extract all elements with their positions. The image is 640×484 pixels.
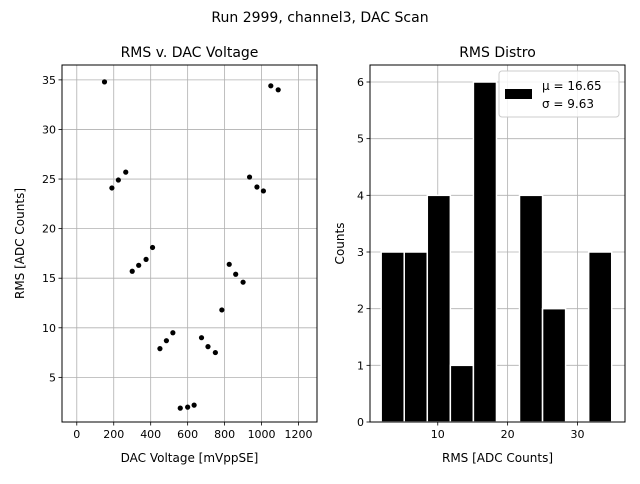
scatter-point [275,87,281,93]
scatter-ytick-label: 20 [42,223,56,236]
scatter-point [143,256,149,262]
histogram-bar [403,251,429,423]
scatter-point [198,335,205,341]
histogram-plot: RMS Distro 10 20 30 0 1 2 3 4 5 6 RMS [ADC Counts… [333,45,626,465]
scatter-ytick-label: 15 [42,272,56,285]
histogram-xtick-label: 30 [570,428,584,441]
figure-suptitle: Run 2999, channel3, DAC Scan [211,10,428,26]
histogram-xlabel: RMS [ADC Counts] [442,451,553,465]
histogram-ytick-label: 0 [357,416,364,429]
scatter-ylabel: RMS [ADC Counts] [13,188,27,299]
scatter-ticks: 0 200 400 600 800 1000 1200 5 10 15 20 25 30 35 [42,74,313,441]
histogram-ticks: 10 20 30 0 1 2 3 4 5 6 [357,76,584,441]
scatter-point [212,349,218,356]
legend-swatch [505,89,532,99]
scatter-ytick-label: 30 [42,123,56,136]
scatter-point [170,330,176,336]
scatter-points [101,79,281,411]
scatter-grid [62,65,317,422]
histogram-bar [426,194,452,423]
legend-box [498,70,620,118]
histogram-bar [518,194,544,423]
scatter-xtick-label: 400 [140,428,161,441]
histogram-bar [449,364,475,423]
scatter-point [205,344,211,350]
scatter-point [157,346,163,352]
scatter-point [163,338,170,344]
scatter-point [109,185,115,191]
histogram-xtick-label: 20 [501,428,515,441]
scatter-plot: RMS v. DAC Voltage 0 200 400 600 800 1000 1200… [13,45,318,465]
legend-sigma: σ = 9.63 [542,97,594,111]
scatter-ytick-label: 25 [42,173,56,186]
histogram-axes-frame [369,64,626,423]
scatter-title: RMS v. DAC Voltage [121,45,259,61]
histogram-xtick-label: 10 [431,428,445,441]
histogram-ytick-label: 1 [357,359,364,372]
scatter-ytick-label: 35 [42,74,56,87]
scatter-point [219,307,225,313]
scatter-point [226,261,232,267]
scatter-point [115,177,121,183]
scatter-point [260,188,267,194]
scatter-point [191,402,197,408]
histogram-ytick-label: 4 [357,189,364,202]
scatter-point [246,174,253,180]
histogram-ytick-label: 6 [357,76,364,89]
scatter-point [177,405,183,411]
scatter-point [268,83,274,89]
scatter-xtick-label: 200 [103,428,124,441]
scatter-xtick-label: 600 [177,428,198,441]
scatter-xlabel: DAC Voltage [mVppSE] [121,451,259,465]
scatter-point [129,268,135,274]
scatter-xtick-label: 1000 [248,428,276,441]
legend-mu: μ = 16.65 [542,79,602,93]
scatter-point [136,262,142,268]
histogram-title: RMS Distro [459,45,536,61]
scatter-point [233,271,239,277]
scatter-xtick-label: 0 [73,428,80,441]
scatter-axes-frame [61,64,318,423]
scatter-xtick-label: 800 [214,428,235,441]
scatter-ytick-label: 10 [42,322,56,335]
scatter-point [123,169,129,175]
histogram-ytick-label: 5 [357,133,364,146]
histogram-legend: μ = 16.65 σ = 9.63 [498,70,620,118]
histogram-ytick-label: 2 [357,303,364,316]
histogram-bar [472,81,498,423]
histogram-bars [380,81,613,423]
histogram-bar [541,307,567,423]
scatter-ytick-label: 5 [49,371,56,384]
scatter-point [149,244,156,251]
histogram-bar [380,251,405,423]
scatter-xtick-label: 1200 [285,428,313,441]
scatter-point [254,184,260,190]
histogram-ylabel: Counts [333,223,347,265]
scatter-point [240,279,246,285]
scatter-point [185,404,191,410]
scatter-point [101,79,108,85]
histogram-bar [587,251,613,423]
histogram-ytick-label: 3 [357,246,364,259]
